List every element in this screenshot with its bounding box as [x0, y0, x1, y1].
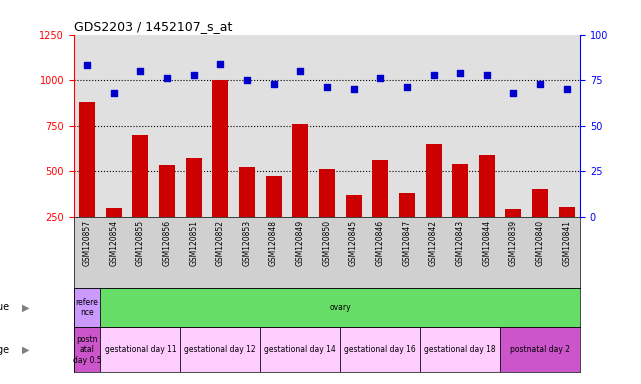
Text: postnatal day 2: postnatal day 2 — [510, 345, 570, 354]
Point — [242, 77, 252, 83]
Bar — [372, 160, 388, 217]
Text: gestational day 12: gestational day 12 — [185, 345, 256, 354]
Bar — [74, 327, 101, 372]
Text: GSM120852: GSM120852 — [216, 220, 225, 266]
Text: postn
atal
day 0.5: postn atal day 0.5 — [72, 335, 101, 365]
Text: tissue: tissue — [0, 303, 10, 313]
Bar — [180, 327, 260, 372]
Bar — [132, 135, 148, 217]
Text: gestational day 11: gestational day 11 — [104, 345, 176, 354]
Text: refere
nce: refere nce — [76, 298, 99, 317]
Text: ovary: ovary — [329, 303, 351, 312]
Text: GSM120854: GSM120854 — [109, 220, 118, 266]
Text: GSM120855: GSM120855 — [136, 220, 145, 266]
Point — [295, 68, 305, 74]
Text: ▶: ▶ — [22, 303, 30, 313]
Text: GSM120847: GSM120847 — [403, 220, 412, 266]
Point — [322, 84, 332, 90]
Point — [188, 71, 199, 78]
Point — [82, 63, 92, 69]
Bar — [101, 327, 180, 372]
Text: GSM120842: GSM120842 — [429, 220, 438, 266]
Bar — [345, 195, 362, 217]
Point — [375, 75, 385, 81]
Text: GSM120857: GSM120857 — [83, 220, 92, 266]
Text: GSM120856: GSM120856 — [163, 220, 172, 266]
Text: GSM120850: GSM120850 — [322, 220, 331, 266]
Bar — [292, 124, 308, 217]
Point — [108, 90, 119, 96]
Point — [455, 70, 465, 76]
Text: GSM120845: GSM120845 — [349, 220, 358, 266]
Bar — [79, 102, 95, 217]
Text: GDS2203 / 1452107_s_at: GDS2203 / 1452107_s_at — [74, 20, 232, 33]
Point — [402, 84, 412, 90]
Point — [269, 81, 279, 87]
Text: ▶: ▶ — [22, 345, 30, 355]
Text: gestational day 14: gestational day 14 — [264, 345, 336, 354]
Text: GSM120840: GSM120840 — [536, 220, 545, 266]
Bar — [212, 80, 228, 217]
Text: GSM120848: GSM120848 — [269, 220, 278, 266]
Bar — [452, 164, 468, 217]
Bar — [479, 155, 495, 217]
Point — [349, 86, 359, 92]
Text: GSM120839: GSM120839 — [509, 220, 518, 266]
Point — [135, 68, 146, 74]
Bar — [74, 288, 101, 327]
Point — [508, 90, 519, 96]
Text: gestational day 16: gestational day 16 — [344, 345, 416, 354]
Point — [428, 71, 438, 78]
Point — [562, 86, 572, 92]
Bar — [500, 327, 580, 372]
Bar — [506, 209, 522, 217]
Bar — [186, 158, 202, 217]
Text: GSM120844: GSM120844 — [482, 220, 491, 266]
Bar — [106, 209, 122, 217]
Bar — [399, 193, 415, 217]
Text: GSM120846: GSM120846 — [376, 220, 385, 266]
Bar — [159, 165, 175, 217]
Bar — [340, 327, 420, 372]
Point — [162, 75, 172, 81]
Text: GSM120851: GSM120851 — [189, 220, 198, 266]
Bar — [426, 144, 442, 217]
Bar — [559, 207, 575, 217]
Point — [481, 71, 492, 78]
Bar — [532, 189, 548, 217]
Text: GSM120843: GSM120843 — [456, 220, 465, 266]
Text: GSM120853: GSM120853 — [242, 220, 251, 266]
Text: age: age — [0, 345, 10, 355]
Bar — [420, 327, 500, 372]
Bar — [265, 177, 281, 217]
Text: GSM120841: GSM120841 — [562, 220, 571, 266]
Point — [535, 81, 545, 87]
Text: GSM120849: GSM120849 — [296, 220, 304, 266]
Bar — [260, 327, 340, 372]
Text: gestational day 18: gestational day 18 — [424, 345, 496, 354]
Bar — [239, 167, 255, 217]
Point — [215, 61, 226, 67]
Bar — [319, 169, 335, 217]
